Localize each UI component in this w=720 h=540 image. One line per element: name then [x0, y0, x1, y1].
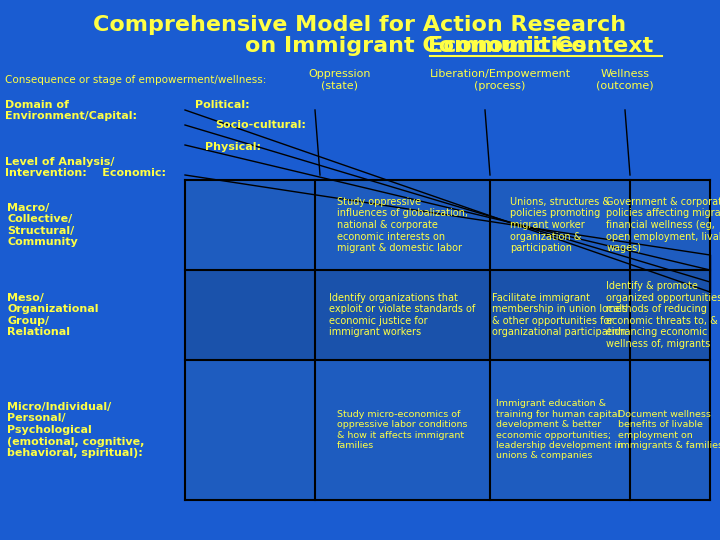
- Bar: [316, 181, 489, 269]
- Text: Domain of: Domain of: [5, 100, 69, 110]
- Text: Socio-cultural:: Socio-cultural:: [215, 120, 306, 130]
- Text: Political:: Political:: [195, 100, 250, 110]
- Text: Economic Context: Economic Context: [428, 36, 653, 56]
- Text: Oppression
(state): Oppression (state): [309, 69, 372, 91]
- Text: Document wellness
benefits of livable
employment on
immigrants & families: Document wellness benefits of livable em…: [618, 410, 720, 450]
- Text: Identify & promote
organized opportunities &
methods of reducing
economic threat: Identify & promote organized opportuniti…: [606, 281, 720, 349]
- Bar: [491, 271, 629, 359]
- Text: Study oppressive
influences of globalization,
national & corporate
economic inte: Study oppressive influences of globaliza…: [337, 197, 468, 253]
- Bar: [491, 181, 629, 269]
- Text: Liberation/Empowerment
(process): Liberation/Empowerment (process): [429, 69, 570, 91]
- Bar: [631, 361, 709, 499]
- Text: Meso/
Organizational
Group/
Relational: Meso/ Organizational Group/ Relational: [7, 293, 99, 338]
- Bar: [186, 271, 314, 359]
- Bar: [316, 361, 489, 499]
- Bar: [186, 361, 314, 499]
- Text: Micro/Individual/
Personal/
Psychological
(emotional, cognitive,
behavioral, spi: Micro/Individual/ Personal/ Psychologica…: [7, 402, 145, 458]
- Text: Government & corporate
policies affecting migrant
financial wellness (eg,
open e: Government & corporate policies affectin…: [606, 197, 720, 253]
- Text: Wellness
(outcome): Wellness (outcome): [596, 69, 654, 91]
- Text: on Immigrant Communities:: on Immigrant Communities:: [245, 36, 603, 56]
- Text: Identify organizations that
exploit or violate standards of
economic justice for: Identify organizations that exploit or v…: [329, 293, 476, 338]
- Bar: [491, 361, 629, 499]
- Bar: [186, 181, 314, 269]
- Text: Unions, structures &
policies promoting
migrant worker
organization &
participat: Unions, structures & policies promoting …: [510, 197, 610, 253]
- Text: Intervention:    Economic:: Intervention: Economic:: [5, 168, 166, 178]
- Text: Facilitate immigrant
membership in union locals
& other opportunities for
organi: Facilitate immigrant membership in union…: [492, 293, 628, 338]
- Text: Physical:: Physical:: [205, 142, 261, 152]
- Text: Consequence or stage of empowerment/wellness:: Consequence or stage of empowerment/well…: [5, 75, 266, 85]
- Bar: [316, 271, 489, 359]
- Bar: [631, 181, 709, 269]
- Text: Macro/
Collective/
Structural/
Community: Macro/ Collective/ Structural/ Community: [7, 202, 78, 247]
- Text: Study micro-economics of
oppressive labor conditions
& how it affects immigrant
: Study micro-economics of oppressive labo…: [337, 410, 468, 450]
- Text: Environment/Capital:: Environment/Capital:: [5, 111, 137, 121]
- Text: Level of Analysis/: Level of Analysis/: [5, 157, 114, 167]
- Text: Comprehensive Model for Action Research: Comprehensive Model for Action Research: [94, 15, 626, 35]
- Bar: [631, 271, 709, 359]
- Text: Immigrant education &
training for human capital
development & better
economic o: Immigrant education & training for human…: [496, 400, 624, 461]
